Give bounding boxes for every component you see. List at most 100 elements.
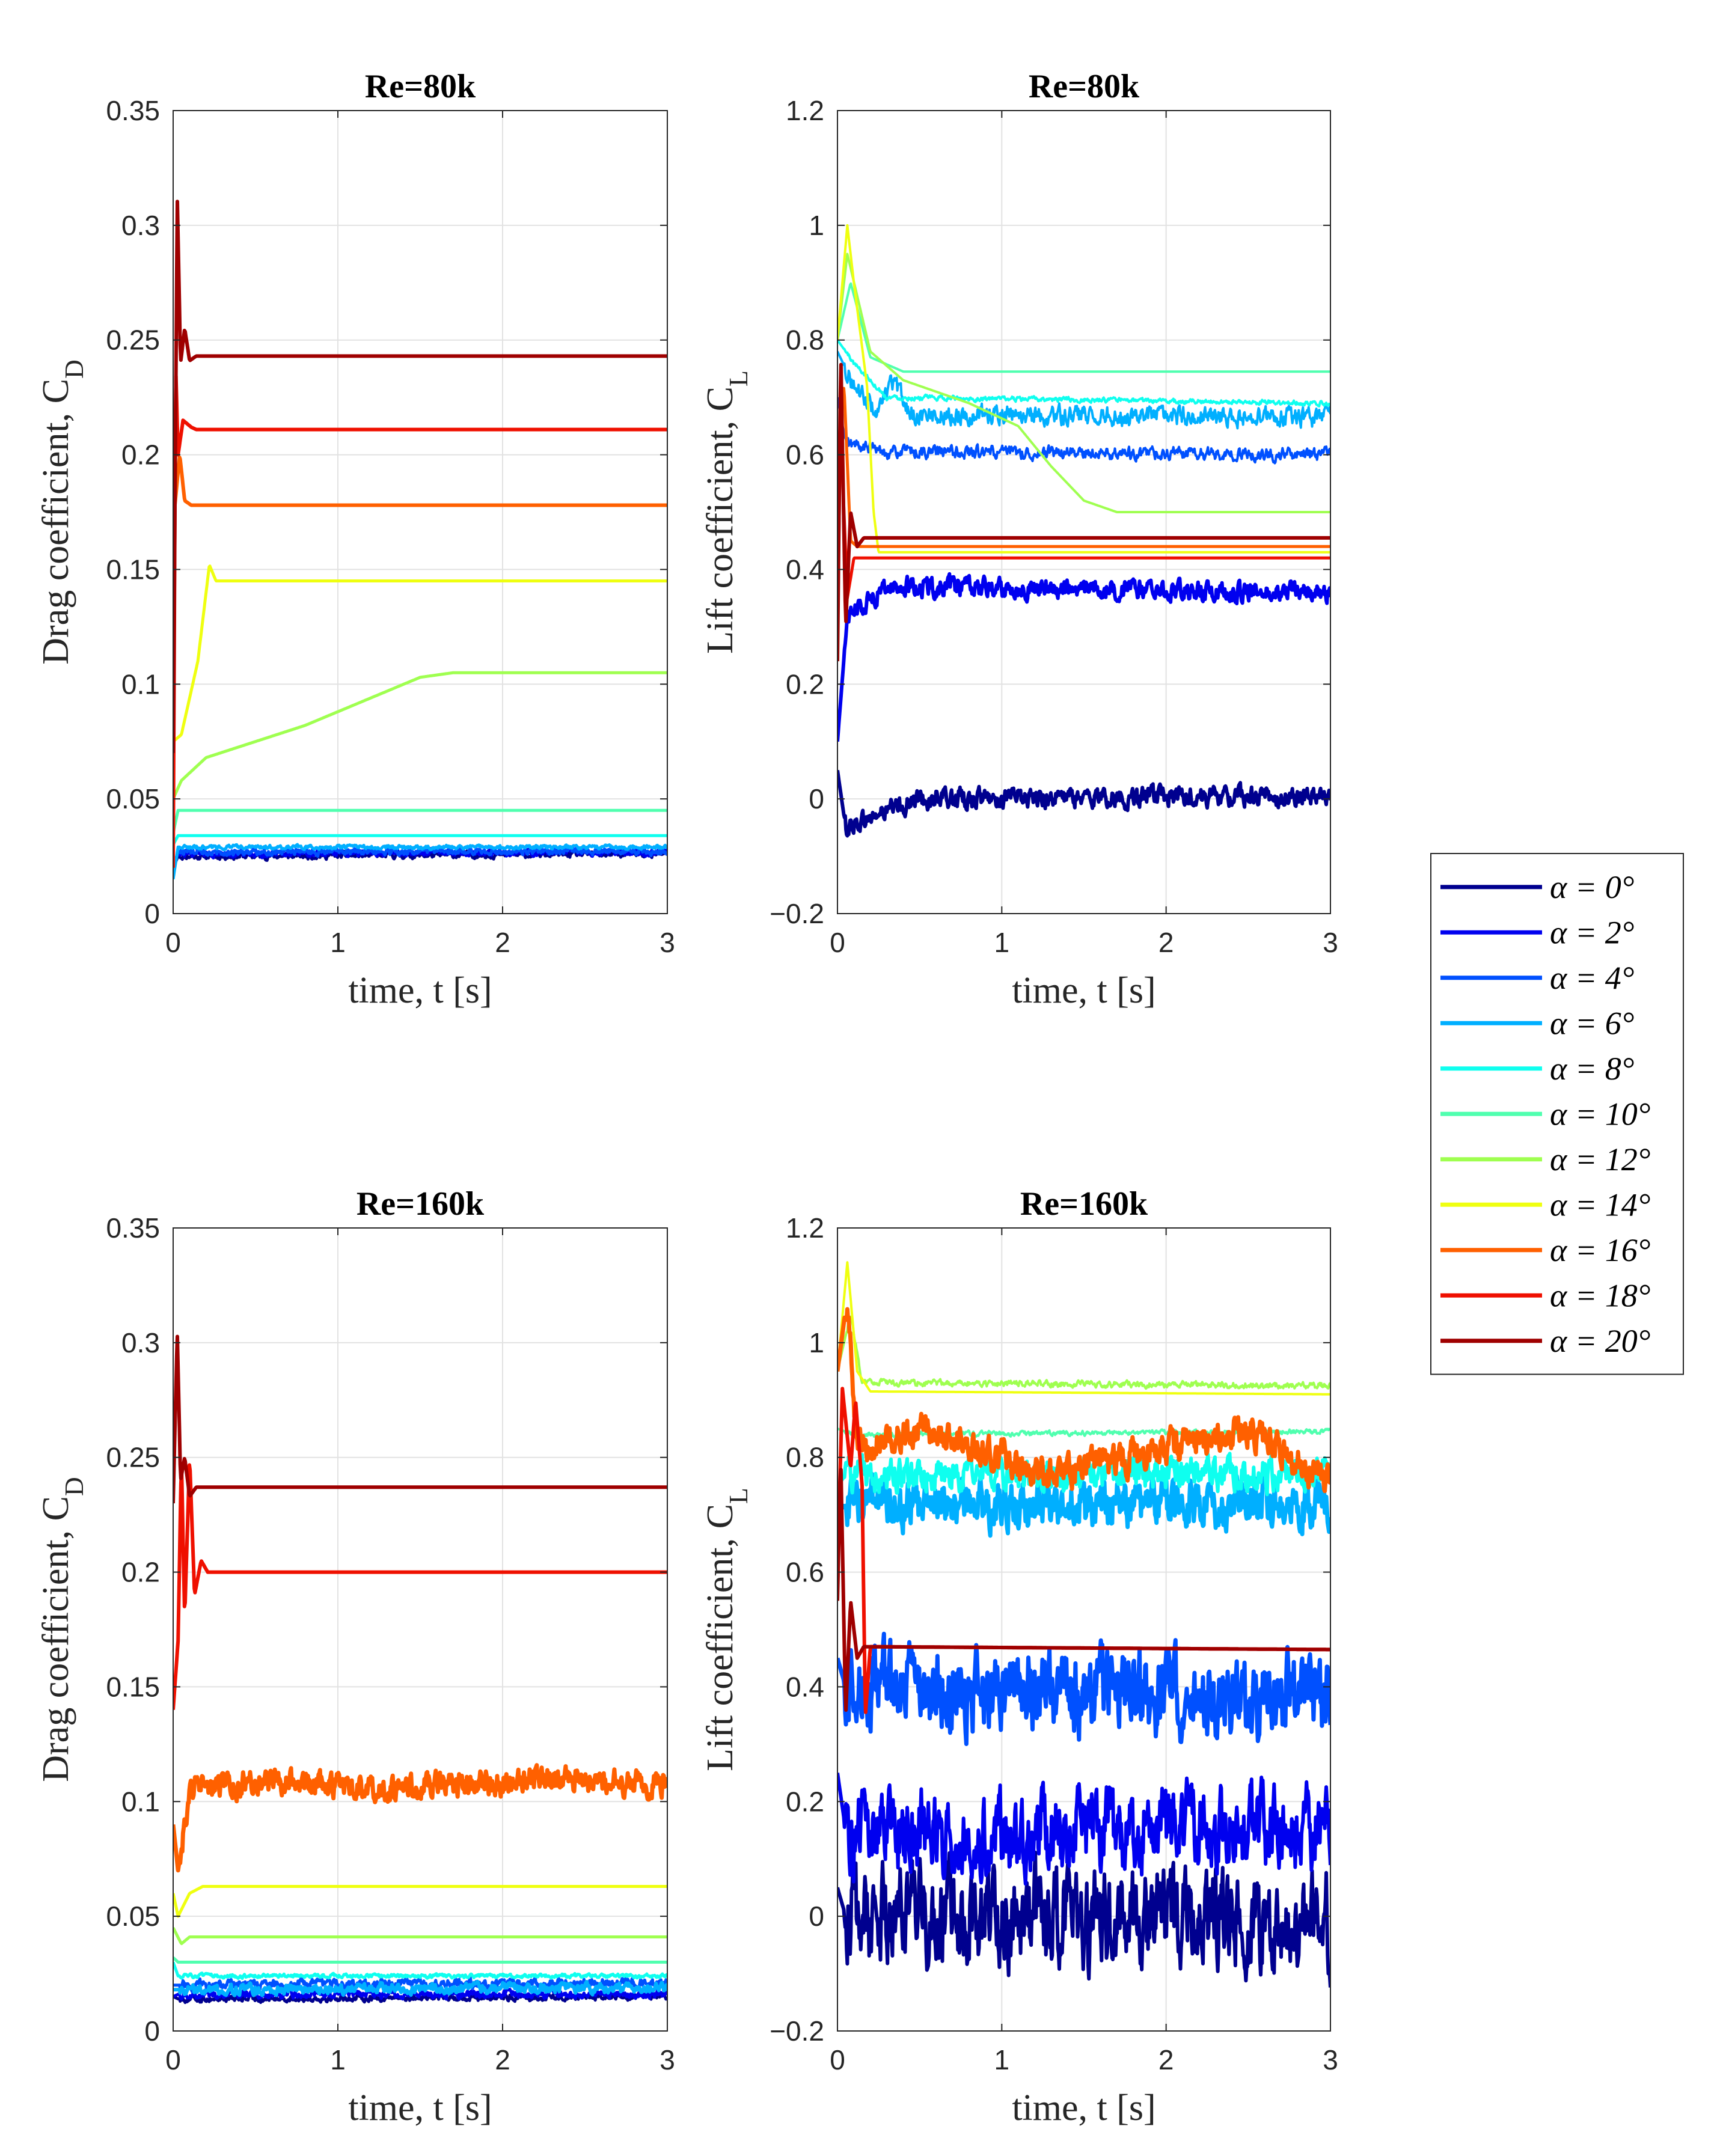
series-line [837, 1631, 1330, 1746]
chart-drag-80k: 0 1 2 3 0 0.05 0.1 0.15 0.2 0.25 0.3 0.35 Re=80k time… [35, 68, 675, 1011]
series-line [173, 1927, 667, 1946]
y-tick-label: 0.25 [106, 325, 160, 356]
y-tick-label: 0.8 [786, 1442, 824, 1473]
series-line [173, 1961, 667, 1980]
x-tick-label: 2 [495, 2044, 510, 2075]
y-tick-label: 0.2 [786, 1786, 824, 1817]
y-tick-label: 0.2 [121, 439, 160, 471]
chart-title: Re=80k [1029, 68, 1140, 105]
y-tick-label: 0.4 [786, 554, 824, 585]
y-tick-label: 1 [809, 1327, 824, 1358]
x-tick-label: 1 [330, 2044, 346, 2075]
legend-item: α = 6° [1440, 1005, 1634, 1041]
x-tick-label: 3 [660, 2044, 675, 2075]
legend-item: α = 16° [1440, 1232, 1650, 1268]
series-lines [173, 1334, 667, 2005]
series-line [837, 362, 1330, 662]
series-line [837, 224, 1330, 554]
x-tick-label: 1 [994, 927, 1010, 958]
legend-item: α = 10° [1440, 1096, 1650, 1132]
series-line [173, 455, 667, 524]
y-tick-label: 0.2 [121, 1557, 160, 1588]
y-axis-label: Lift coefficient, CL [700, 370, 753, 654]
series-line [837, 252, 1330, 513]
x-tick-label: 2 [495, 927, 510, 958]
y-tick-label: 0 [144, 898, 160, 929]
legend-item: α = 4° [1440, 960, 1634, 996]
y-tick-label: 0.1 [121, 668, 160, 700]
chart-title: Re=160k [1020, 1185, 1148, 1223]
series-line [837, 1315, 1330, 1390]
series-line [173, 1885, 667, 1918]
series-line [173, 1763, 667, 1873]
series-line [837, 1261, 1330, 1396]
series-line [837, 1471, 1330, 1538]
series-lines [837, 224, 1330, 838]
x-tick-label: 3 [660, 927, 675, 958]
legend-label: α = 2° [1550, 914, 1634, 950]
y-tick-label: 0.25 [106, 1442, 160, 1473]
chart-title: Re=80k [365, 68, 476, 105]
y-axis-label: Lift coefficient, CL [700, 1488, 753, 1771]
y-tick-label: 0.35 [106, 95, 160, 126]
series-line [173, 1334, 667, 1504]
series-line [837, 1307, 1330, 1494]
legend-label: α = 4° [1550, 960, 1634, 996]
x-tick-label: 3 [1323, 927, 1338, 958]
series-line [837, 350, 1330, 430]
series-line [173, 1956, 667, 1964]
series-line [173, 374, 667, 868]
legend-item: α = 12° [1440, 1141, 1650, 1177]
series-line [173, 808, 667, 834]
legend: α = 0° α = 2° α = 4° α = 6° α = 8° α = 10° α =… [1430, 853, 1684, 1375]
legend-label: α = 6° [1550, 1005, 1634, 1041]
y-tick-label: 1.2 [786, 95, 824, 126]
y-axis-label: Drag coefficient, CD [35, 1477, 89, 1782]
legend-label: α = 16° [1550, 1232, 1650, 1268]
series-line [173, 200, 667, 753]
y-tick-label: 0.05 [106, 783, 160, 814]
x-tick-label: 2 [1158, 927, 1174, 958]
y-tick-label: 0.6 [786, 439, 824, 471]
series-line [837, 282, 1330, 373]
series-line [837, 386, 1330, 548]
y-tick-label: 0.1 [121, 1786, 160, 1817]
y-axis-label: Drag coefficient, CD [35, 359, 89, 665]
legend-label: α = 18° [1550, 1277, 1650, 1313]
y-tick-label: 0.6 [786, 1557, 824, 1588]
legend-label: α = 20° [1550, 1323, 1650, 1359]
legend-label: α = 8° [1550, 1051, 1634, 1087]
legend-item: α = 0° [1440, 869, 1634, 905]
x-tick-label: 2 [1158, 2044, 1174, 2075]
series-lines [837, 1261, 1330, 1988]
series-line [837, 769, 1330, 838]
series-line [837, 1773, 1330, 1886]
y-tick-label: 0 [809, 783, 824, 814]
x-tick-label: 1 [994, 2044, 1010, 2075]
series-line [837, 1468, 1330, 1712]
y-tick-label: 0.15 [106, 1671, 160, 1702]
x-axis-label: time, t [s] [1012, 970, 1155, 1011]
y-tick-label: 0.3 [121, 210, 160, 241]
series-line [173, 1463, 667, 1710]
y-tick-label: 0.15 [106, 554, 160, 585]
series-line [837, 572, 1330, 742]
y-tick-label: 0.35 [106, 1212, 160, 1244]
chart-panels: 0 1 2 3 0 0.05 0.1 0.15 0.2 0.25 0.3 0.35 Re=80k time… [35, 68, 1338, 2128]
series-line [173, 846, 667, 873]
y-tick-label: 1 [809, 210, 824, 241]
axes-box [173, 1227, 668, 2032]
y-tick-label: 0.4 [786, 1671, 824, 1702]
series-line [173, 834, 667, 846]
x-axis-label: time, t [s] [348, 2087, 492, 2128]
x-tick-label: 0 [165, 2044, 181, 2075]
legend-label: α = 12° [1550, 1141, 1650, 1177]
legend-item: α = 20° [1440, 1323, 1650, 1359]
x-tick-label: 0 [830, 2044, 845, 2075]
series-line [173, 564, 667, 743]
legend-item: α = 2° [1440, 914, 1634, 950]
axes-box [837, 110, 1331, 914]
